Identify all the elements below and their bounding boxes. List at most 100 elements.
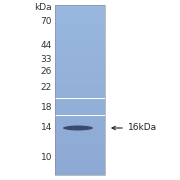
Bar bbox=[55, 86, 105, 87]
Text: 16kDa: 16kDa bbox=[128, 123, 157, 132]
Bar bbox=[55, 123, 105, 124]
Bar bbox=[55, 129, 105, 130]
Bar bbox=[55, 64, 105, 65]
Ellipse shape bbox=[63, 125, 93, 130]
Bar bbox=[55, 55, 105, 56]
Bar bbox=[55, 83, 105, 84]
Bar bbox=[55, 107, 105, 108]
Bar bbox=[55, 82, 105, 83]
Bar bbox=[55, 144, 105, 145]
Bar bbox=[55, 101, 105, 102]
Bar bbox=[55, 9, 105, 10]
Bar bbox=[55, 161, 105, 162]
Bar bbox=[55, 28, 105, 29]
Bar bbox=[55, 135, 105, 136]
Bar bbox=[55, 26, 105, 27]
Bar bbox=[55, 118, 105, 119]
Bar bbox=[55, 85, 105, 86]
Bar bbox=[55, 51, 105, 52]
Bar bbox=[55, 52, 105, 53]
Bar bbox=[55, 67, 105, 68]
Bar bbox=[55, 21, 105, 22]
Bar bbox=[55, 110, 105, 111]
Bar bbox=[55, 114, 105, 115]
Bar bbox=[55, 71, 105, 72]
Bar bbox=[55, 97, 105, 98]
Bar bbox=[55, 45, 105, 46]
Bar bbox=[55, 41, 105, 42]
Bar bbox=[55, 105, 105, 106]
Bar bbox=[55, 72, 105, 73]
Bar bbox=[55, 138, 105, 139]
Bar bbox=[55, 62, 105, 63]
Bar bbox=[55, 27, 105, 28]
Bar bbox=[55, 54, 105, 55]
Bar bbox=[55, 89, 105, 90]
Bar bbox=[55, 20, 105, 21]
Bar bbox=[55, 80, 105, 81]
Bar bbox=[55, 60, 105, 61]
Text: 26: 26 bbox=[41, 68, 52, 76]
Bar bbox=[55, 141, 105, 142]
Bar bbox=[55, 56, 105, 57]
Bar bbox=[55, 24, 105, 25]
Bar bbox=[55, 140, 105, 141]
Bar bbox=[55, 103, 105, 104]
Bar bbox=[55, 30, 105, 31]
Bar bbox=[55, 131, 105, 132]
Bar bbox=[55, 65, 105, 66]
Text: 22: 22 bbox=[41, 82, 52, 91]
Bar bbox=[55, 69, 105, 70]
Bar bbox=[55, 147, 105, 148]
Bar bbox=[55, 88, 105, 89]
Bar bbox=[55, 48, 105, 49]
Bar bbox=[55, 63, 105, 64]
Bar bbox=[55, 5, 105, 175]
Bar bbox=[55, 102, 105, 103]
Bar bbox=[55, 137, 105, 138]
Bar bbox=[55, 164, 105, 165]
Bar bbox=[55, 6, 105, 7]
Bar bbox=[55, 109, 105, 110]
Bar bbox=[55, 46, 105, 47]
Bar bbox=[55, 108, 105, 109]
Text: 10: 10 bbox=[40, 154, 52, 163]
Bar bbox=[55, 39, 105, 40]
Bar bbox=[55, 155, 105, 156]
Bar bbox=[55, 174, 105, 175]
Bar bbox=[55, 40, 105, 41]
Bar bbox=[55, 172, 105, 173]
Bar bbox=[55, 44, 105, 45]
Bar bbox=[55, 166, 105, 167]
Bar bbox=[55, 130, 105, 131]
Bar bbox=[55, 36, 105, 37]
Bar bbox=[55, 70, 105, 71]
Bar bbox=[55, 61, 105, 62]
Text: 14: 14 bbox=[41, 123, 52, 132]
Bar bbox=[55, 5, 105, 6]
Bar bbox=[55, 35, 105, 36]
Bar bbox=[55, 7, 105, 8]
Bar bbox=[55, 8, 105, 9]
Bar bbox=[55, 29, 105, 30]
Bar bbox=[55, 143, 105, 144]
Bar bbox=[55, 90, 105, 91]
Bar bbox=[55, 160, 105, 161]
Text: 33: 33 bbox=[40, 55, 52, 64]
Bar bbox=[55, 94, 105, 95]
Text: 44: 44 bbox=[41, 40, 52, 50]
Text: 18: 18 bbox=[40, 102, 52, 111]
Bar bbox=[55, 171, 105, 172]
Text: 70: 70 bbox=[40, 17, 52, 26]
Bar bbox=[55, 78, 105, 79]
Bar bbox=[55, 14, 105, 15]
Bar bbox=[55, 163, 105, 164]
Bar bbox=[55, 165, 105, 166]
Bar bbox=[55, 104, 105, 105]
Bar bbox=[55, 169, 105, 170]
Bar bbox=[55, 15, 105, 16]
Bar bbox=[55, 59, 105, 60]
Bar bbox=[55, 119, 105, 120]
Bar bbox=[55, 19, 105, 20]
Bar bbox=[55, 113, 105, 114]
